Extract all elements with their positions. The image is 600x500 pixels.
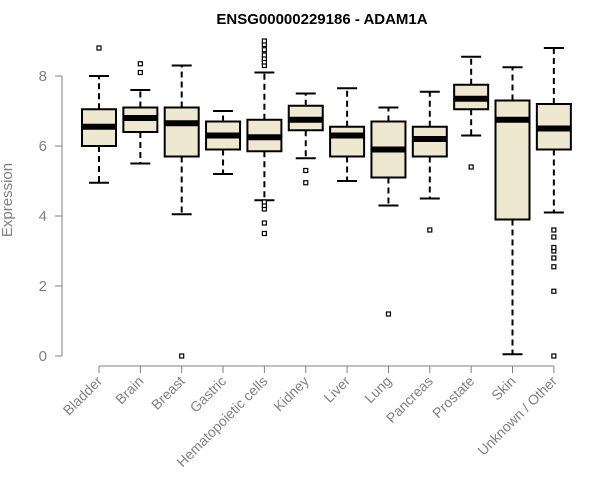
- x-tick-label-lung: Lung: [361, 373, 394, 406]
- y-axis-label: Expression: [0, 163, 16, 237]
- box-pancreas: [411, 90, 448, 233]
- outlier-point: [303, 180, 309, 186]
- outlier-point: [96, 45, 102, 51]
- box-iqr: [163, 106, 200, 158]
- outlier-point: [261, 230, 267, 237]
- x-tick-label-kidney: Kidney: [270, 373, 312, 415]
- box-liver: [329, 87, 366, 182]
- box-skin: [494, 66, 531, 356]
- outlier-point: [385, 311, 392, 317]
- x-tick-label-breast: Breast: [148, 373, 188, 413]
- outlier-point: [179, 353, 185, 359]
- chart-title: ENSG00000229186 - ADAM1A: [216, 11, 427, 28]
- box-iqr: [329, 125, 366, 158]
- box-lung: [370, 106, 407, 317]
- outlier-point: [551, 244, 557, 251]
- box-prostate: [453, 55, 490, 170]
- y-tick-label: 6: [39, 138, 47, 155]
- outlier-point: [261, 52, 267, 58]
- outlier-point: [551, 255, 557, 261]
- outlier-point: [551, 227, 557, 233]
- y-axis: 0 2 4 6 8: [39, 68, 63, 365]
- box-gastric: [205, 110, 242, 175]
- box-hematopoietic-cells: [246, 38, 283, 237]
- x-tick-label-skin: Skin: [488, 373, 519, 404]
- outlier-point: [468, 164, 474, 170]
- x-tick-label-liver: Liver: [320, 373, 353, 406]
- box-breast: [163, 64, 200, 359]
- outlier-point: [551, 288, 557, 294]
- boxes-group: [81, 38, 572, 359]
- y-tick-label: 4: [39, 208, 47, 225]
- y-tick-label: 8: [39, 68, 47, 85]
- box-bladder: [81, 45, 117, 184]
- outlier-point: [551, 234, 557, 240]
- y-tick-label: 2: [39, 278, 47, 295]
- x-tick-label-bladder: Bladder: [60, 373, 106, 419]
- outlier-point: [261, 199, 267, 205]
- outlier-point: [137, 61, 143, 67]
- box-kidney: [287, 92, 324, 186]
- x-tick-label-prostate: Prostate: [429, 373, 477, 421]
- outlier-point: [261, 38, 267, 44]
- outlier-point: [303, 167, 309, 174]
- outlier-point: [261, 220, 267, 226]
- outlier-point: [261, 47, 267, 53]
- box-brain: [122, 61, 159, 165]
- outlier-point: [551, 353, 557, 359]
- outlier-point: [551, 264, 557, 270]
- outlier-point: [427, 227, 433, 233]
- x-tick-label-brain: Brain: [112, 373, 146, 407]
- y-tick-label: 0: [39, 348, 47, 365]
- outlier-point: [137, 69, 143, 76]
- box-unknown-other: [535, 47, 572, 359]
